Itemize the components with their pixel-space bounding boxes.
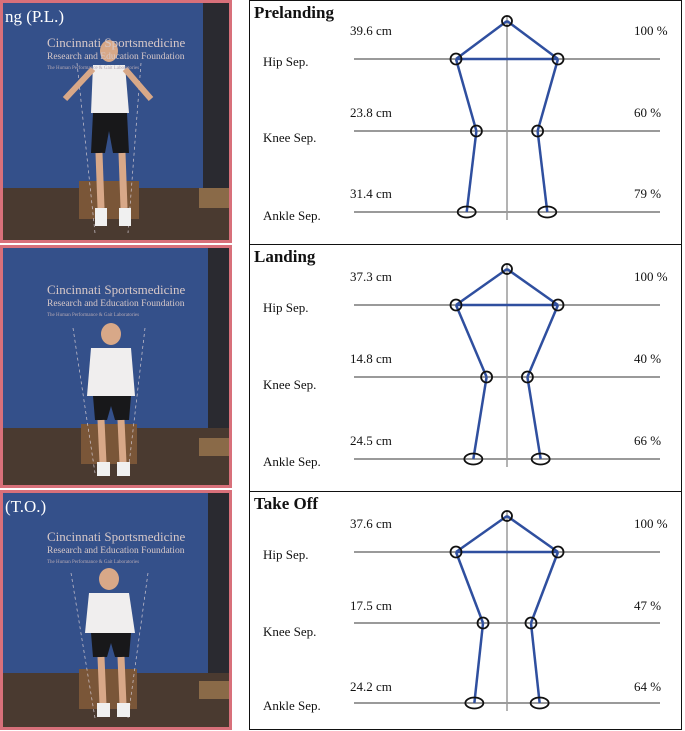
hip-percent: 100 % [634, 516, 668, 531]
ankle-label: Ankle Sep. [263, 454, 321, 469]
sign-line-2: Research and Education Foundation [47, 52, 185, 62]
right-pelvis-segment [506, 514, 559, 554]
pelvis-joint [501, 263, 513, 275]
ankle-label: Ankle Sep. [263, 208, 321, 223]
ankle-percent: 79 % [634, 186, 662, 201]
photo-image [3, 3, 229, 240]
sign-line-2: Research and Education Foundation [47, 299, 185, 309]
right-pelvis-segment [506, 19, 559, 61]
left-thigh-segment [454, 551, 485, 624]
panel-title: Take Off [254, 494, 319, 513]
left-knee-joint [476, 616, 490, 630]
knee-measurement: 23.8 cm [350, 105, 392, 120]
hip-percent: 100 % [634, 23, 668, 38]
stick-figure-diagram [354, 263, 660, 467]
photo-prelanding: ng (P.L.) Cincinnati Sportsmedicine Rese… [0, 0, 232, 243]
left-knee-joint [469, 124, 483, 138]
knee-label: Knee Sep. [263, 624, 317, 639]
ankle-label: Ankle Sep. [263, 698, 321, 713]
right-knee-joint [524, 616, 538, 630]
stick-figure-diagram [354, 15, 660, 220]
knee-percent: 40 % [634, 351, 662, 366]
sign-line-1: Cincinnati Sportsmedicine [47, 35, 186, 50]
left-pelvis-segment [455, 19, 508, 61]
right-shank-segment [529, 622, 541, 704]
left-shank-segment [473, 622, 485, 704]
photo-landing: Cincinnati Sportsmedicine Research and E… [0, 245, 232, 488]
right-thigh-segment [529, 551, 560, 624]
knee-measurement: 17.5 cm [350, 598, 392, 613]
left-pelvis-segment [455, 267, 508, 307]
panel-title: Landing [254, 247, 316, 266]
left-pelvis-segment [455, 514, 508, 554]
hip-label: Hip Sep. [263, 547, 309, 562]
right-ankle-joint [537, 205, 558, 219]
panel-title: Prelanding [254, 3, 334, 22]
right-ankle-joint [529, 696, 550, 710]
sign-line-3: The Human Performance & Gait Laboratorie… [47, 313, 140, 318]
knee-percent: 60 % [634, 105, 662, 120]
right-pelvis-segment [506, 267, 559, 307]
ankle-percent: 66 % [634, 433, 662, 448]
knee-percent: 47 % [634, 598, 662, 613]
photo-image [3, 493, 229, 727]
stick-figure-diagram [354, 510, 660, 711]
left-hip-joint [449, 545, 463, 559]
sign-line-1: Cincinnati Sportsmedicine [47, 529, 186, 544]
photo-phase-label: (T.O.) [5, 497, 47, 516]
hip-percent: 100 % [634, 269, 668, 284]
ankle-measurement: 31.4 cm [350, 186, 392, 201]
sign-line-3: The Human Performance & Gait Laboratorie… [47, 66, 140, 71]
left-knee-joint [480, 370, 494, 384]
diagram-panel-prelanding: Prelanding 39.6 cm 100 % Hip Sep. 23.8 c… [249, 0, 682, 245]
diagram-panel-take-off: Take Off 37.6 cm 100 % Hip Sep. 17.5 cm … [249, 491, 682, 730]
left-ankle-joint [463, 452, 484, 466]
knee-measurement: 14.8 cm [350, 351, 392, 366]
ankle-percent: 64 % [634, 679, 662, 694]
right-hip-joint [551, 298, 565, 312]
sign-line-1: Cincinnati Sportsmedicine [47, 282, 186, 297]
left-shank-segment [465, 130, 478, 213]
right-hip-joint [551, 545, 565, 559]
knee-label: Knee Sep. [263, 130, 317, 145]
left-hip-joint [449, 52, 463, 66]
pelvis-joint [501, 15, 513, 27]
sign-line-2: Research and Education Foundation [47, 546, 185, 556]
left-shank-segment [472, 376, 488, 460]
photo-phase-label: ng (P.L.) [5, 7, 65, 26]
hip-label: Hip Sep. [263, 300, 309, 315]
right-ankle-joint [530, 452, 551, 466]
left-ankle-joint [464, 696, 485, 710]
knee-label: Knee Sep. [263, 377, 317, 392]
left-thigh-segment [454, 58, 478, 132]
photo-image [3, 248, 229, 485]
ankle-measurement: 24.2 cm [350, 679, 392, 694]
right-shank-segment [526, 376, 542, 460]
left-ankle-joint [456, 205, 477, 219]
left-thigh-segment [454, 304, 488, 378]
ankle-measurement: 24.5 cm [350, 433, 392, 448]
right-knee-joint [531, 124, 545, 138]
hip-measurement: 37.3 cm [350, 269, 392, 284]
right-knee-joint [520, 370, 534, 384]
left-hip-joint [449, 298, 463, 312]
photo-take-off: (T.O.) Cincinnati Sportsmedicine Researc… [0, 490, 232, 730]
right-thigh-segment [526, 304, 560, 378]
pelvis-joint [501, 510, 513, 522]
right-hip-joint [551, 52, 565, 66]
right-shank-segment [536, 130, 549, 213]
sign-line-3: The Human Performance & Gait Laboratorie… [47, 560, 140, 565]
hip-measurement: 37.6 cm [350, 516, 392, 531]
diagram-panel-landing: Landing 37.3 cm 100 % Hip Sep. 14.8 cm 4… [249, 244, 682, 492]
hip-label: Hip Sep. [263, 54, 309, 69]
hip-measurement: 39.6 cm [350, 23, 392, 38]
right-thigh-segment [536, 58, 560, 132]
